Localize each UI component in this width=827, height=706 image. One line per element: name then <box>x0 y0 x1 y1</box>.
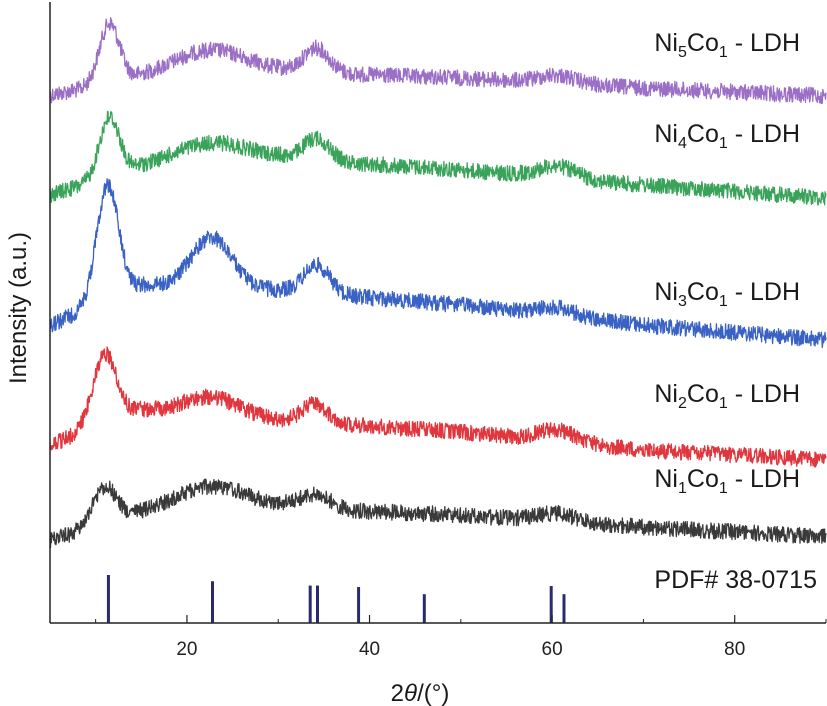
series-label-2: Ni4Co1 - LDH <box>654 120 800 152</box>
series-line-2 <box>49 110 827 206</box>
series-label-1: Ni5Co1 - LDH <box>654 29 800 61</box>
reference-label: PDF# 38-0715 <box>654 566 817 594</box>
series-layer <box>49 17 827 549</box>
x-axis-title: 2θ/(°) <box>391 680 450 706</box>
series-label-3: Ni3Co1 - LDH <box>654 278 800 310</box>
x-tick-label-60: 60 <box>542 639 563 660</box>
labels-layer: Ni5Co1 - LDH Ni4Co1 - LDH Ni3Co1 - LDH Ni2C… <box>654 29 817 594</box>
x-tick-label-80: 80 <box>724 639 745 660</box>
y-axis-title: Intensity (a.u.) <box>5 232 32 384</box>
series-line-5 <box>49 478 827 549</box>
x-tick-label-40: 40 <box>359 639 380 660</box>
series-line-1 <box>49 17 827 104</box>
series-label-5: Ni1Co1 - LDH <box>654 465 800 497</box>
x-tick-label-20: 20 <box>176 639 197 660</box>
reference-layer <box>106 575 566 623</box>
series-label-4: Ni2Co1 - LDH <box>654 380 800 412</box>
axes-layer: 20 40 60 80 <box>49 2 827 660</box>
series-line-3 <box>49 178 827 349</box>
series-line-4 <box>49 346 827 468</box>
